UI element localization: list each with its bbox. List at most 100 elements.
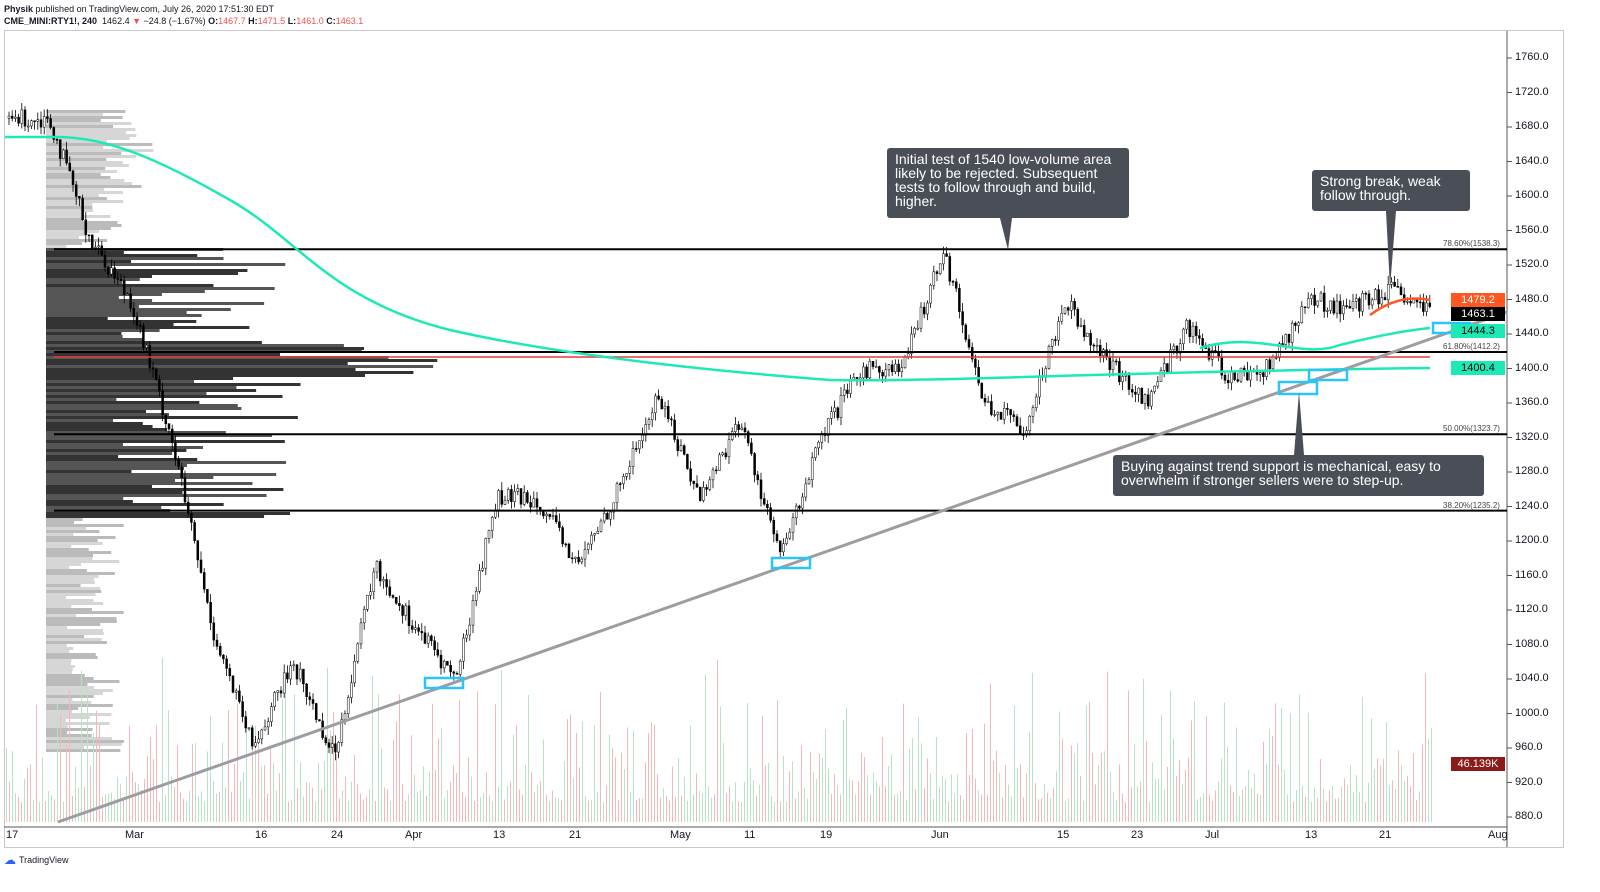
- volume-bar: [369, 789, 370, 822]
- volume-bar: [1122, 793, 1123, 822]
- candle-body: [727, 439, 731, 458]
- volume-bar: [867, 774, 868, 822]
- volume-bar: [372, 676, 373, 822]
- candle-body: [58, 139, 62, 159]
- volume-bar: [663, 788, 664, 822]
- time-tick-label: 21: [1379, 829, 1392, 841]
- volume-profile-bar: [46, 221, 118, 224]
- candle-body: [993, 414, 996, 416]
- volume-bar: [249, 798, 250, 822]
- volume-profile-bar: [46, 146, 104, 149]
- volume-profile-bar: [46, 566, 70, 569]
- volume-profile-bar: [46, 284, 214, 287]
- candle-body: [897, 363, 900, 372]
- candle-body: [1412, 299, 1416, 304]
- volume-bar: [450, 782, 451, 822]
- volume-bar: [1068, 798, 1069, 822]
- candle-body: [958, 288, 961, 312]
- candle-body: [977, 367, 980, 384]
- volume-profile-bar: [46, 386, 237, 389]
- candle-body: [311, 699, 315, 704]
- volume-bar: [540, 781, 541, 822]
- volume-profile-bar: [46, 299, 153, 302]
- fib-level-label: 38.20%(1235.2): [1443, 500, 1500, 510]
- volume-bar: [732, 801, 733, 822]
- candle-body: [695, 483, 699, 488]
- volume-bar: [510, 781, 511, 822]
- brand[interactable]: TradingView: [19, 855, 69, 865]
- time-tick-label: 19: [820, 829, 833, 841]
- candle-body: [580, 558, 584, 563]
- volume-profile-bar: [46, 551, 112, 554]
- volume-bar: [528, 695, 529, 822]
- volume-bar: [180, 792, 181, 822]
- candle-body: [238, 690, 241, 702]
- candle-body: [26, 125, 30, 128]
- volume-profile-bar: [46, 749, 121, 752]
- time-tick-label: Jun: [931, 829, 949, 841]
- volume-profile-bar: [46, 314, 202, 317]
- candle-body: [1268, 359, 1272, 370]
- volume-profile-bar: [46, 437, 175, 440]
- volume-bar: [1239, 795, 1240, 822]
- candle-body: [1351, 301, 1355, 309]
- candle-body: [71, 170, 75, 185]
- volume-bar: [414, 774, 415, 822]
- candle-body: [247, 727, 251, 730]
- candle-body: [1140, 387, 1144, 404]
- candle-body: [1124, 375, 1128, 377]
- candle-body: [350, 682, 353, 698]
- volume-bar: [30, 764, 31, 822]
- candle-body: [1210, 350, 1214, 360]
- candle-body: [170, 428, 174, 443]
- price-tick-label: 1080.0: [1515, 637, 1549, 650]
- candle-body: [334, 743, 337, 753]
- volume-bar: [1356, 775, 1357, 822]
- volume-profile-bar: [46, 665, 75, 668]
- volume-profile-bar: [46, 302, 265, 305]
- candle-body: [276, 690, 280, 693]
- candle-body: [186, 501, 190, 514]
- candle-body: [398, 603, 401, 606]
- publisher[interactable]: Physik: [4, 4, 34, 14]
- volume-bar: [1032, 672, 1033, 822]
- volume-bar: [900, 790, 901, 822]
- volume-bar: [570, 714, 571, 822]
- candle-body: [193, 522, 196, 541]
- candle-body: [1076, 309, 1080, 327]
- candle-body: [68, 162, 72, 172]
- volume-bar: [714, 794, 715, 822]
- volume-profile-bar: [46, 620, 117, 623]
- volume-bar: [93, 733, 94, 822]
- volume-bar: [1035, 783, 1036, 822]
- volume-bar: [1374, 769, 1375, 822]
- volume-bar: [1188, 757, 1189, 822]
- volume-profile-bar: [46, 224, 122, 227]
- h-label: H:: [248, 16, 258, 26]
- candle-body: [30, 120, 33, 127]
- volume-bar: [576, 732, 577, 822]
- volume-profile-bar: [46, 305, 139, 308]
- candle-body: [366, 595, 369, 610]
- candle-body: [753, 453, 756, 476]
- candle-body: [468, 624, 472, 636]
- volume-profile-bar: [46, 311, 187, 314]
- volume-bar: [1272, 736, 1273, 822]
- chart-frame[interactable]: [4, 30, 1564, 848]
- volume-profile-bar: [46, 548, 89, 551]
- volume-bar: [1083, 800, 1084, 822]
- candle-body: [23, 109, 27, 127]
- candle-body: [574, 556, 577, 559]
- volume-bar: [18, 796, 19, 822]
- volume-profile-bar: [46, 557, 93, 560]
- volume-profile-bar: [46, 671, 73, 674]
- volume-profile-bar: [46, 515, 265, 518]
- candle-body: [151, 367, 155, 370]
- candle-body: [615, 483, 619, 504]
- volume-bar: [237, 703, 238, 822]
- volume-bar: [561, 800, 562, 822]
- volume-bar: [1176, 775, 1177, 822]
- candle-body: [954, 281, 958, 289]
- volume-bar: [1104, 751, 1105, 822]
